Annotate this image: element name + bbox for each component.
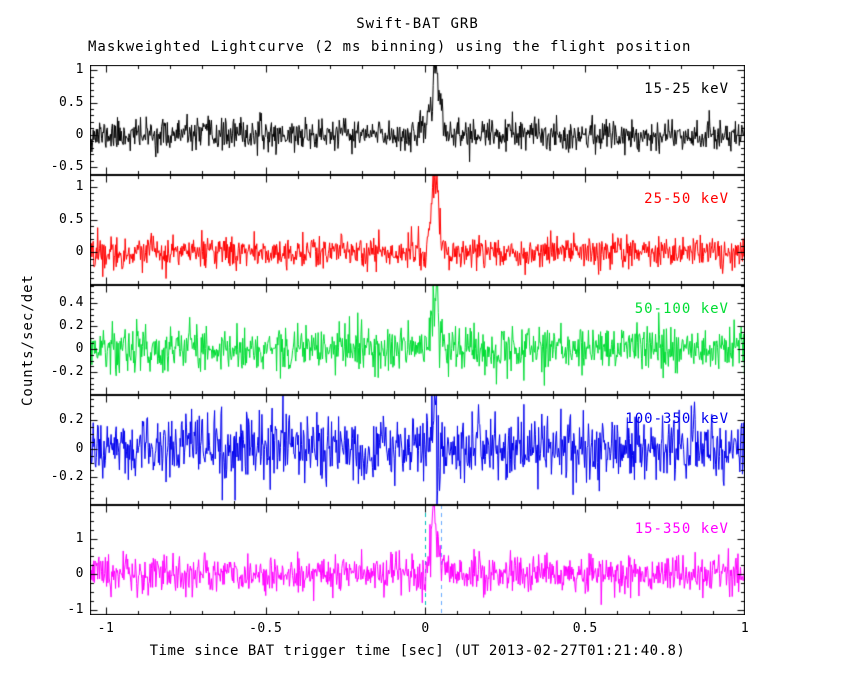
y-tick-label: -0.2 (50, 468, 84, 484)
y-tick-label: 1 (75, 530, 84, 546)
y-tick-label: 0 (75, 566, 84, 582)
panel-100-350kev: 100-350 keV (90, 395, 745, 505)
y-tick-label: 0 (75, 341, 84, 357)
panel-15-350kev: 15-350 keV (90, 505, 745, 615)
x-tick-label: 1 (740, 621, 750, 636)
x-tick-label: -0.5 (249, 621, 283, 636)
lightcurve-canvas-100-350kev (90, 395, 745, 505)
y-tick-label: 0.5 (59, 211, 84, 227)
y-axis-label: Counts/sec/det (20, 274, 36, 407)
x-axis-label: Time since BAT trigger time [sec] (UT 20… (149, 643, 686, 659)
energy-band-label: 25-50 keV (644, 191, 729, 207)
lightcurve-canvas-15-350kev (90, 505, 745, 615)
y-tick-label: 0 (75, 126, 84, 142)
y-tick-label: 0.5 (59, 94, 84, 110)
x-tick-label: -1 (97, 621, 115, 636)
y-tick-label: 0.2 (59, 412, 84, 428)
y-tick-label: 1 (75, 178, 84, 194)
panel-25-50kev: 25-50 keV (90, 175, 745, 285)
energy-band-label: 100-350 keV (625, 411, 729, 427)
lightcurve-canvas-50-100kev (90, 285, 745, 395)
y-tick-label: -0.5 (50, 159, 84, 175)
y-tick-label: 0 (75, 244, 84, 260)
figure-subtitle: Maskweighted Lightcurve (2 ms binning) u… (88, 39, 692, 55)
energy-band-label: 50-100 keV (634, 301, 729, 317)
y-tick-label: 0.4 (59, 295, 84, 311)
energy-band-label: 15-25 keV (644, 81, 729, 97)
lightcurve-panels: 15-25 keV 25-50 keV 50-100 keV 100-350 k… (90, 65, 745, 615)
lightcurve-canvas-15-25kev (90, 65, 745, 175)
panel-15-25kev: 15-25 keV (90, 65, 745, 175)
y-tick-label: -0.2 (50, 364, 84, 380)
y-tick-label: 0 (75, 440, 84, 456)
x-tick-label: 0.5 (572, 621, 598, 636)
lightcurve-canvas-25-50kev (90, 175, 745, 285)
y-tick-label: 0.2 (59, 318, 84, 334)
y-tick-label: 1 (75, 62, 84, 78)
x-tick-label: 0 (421, 621, 430, 636)
y-tick-label: -1 (67, 601, 84, 617)
panel-50-100kev: 50-100 keV (90, 285, 745, 395)
figure-title: Swift-BAT GRB (356, 16, 479, 32)
energy-band-label: 15-350 keV (634, 521, 729, 537)
